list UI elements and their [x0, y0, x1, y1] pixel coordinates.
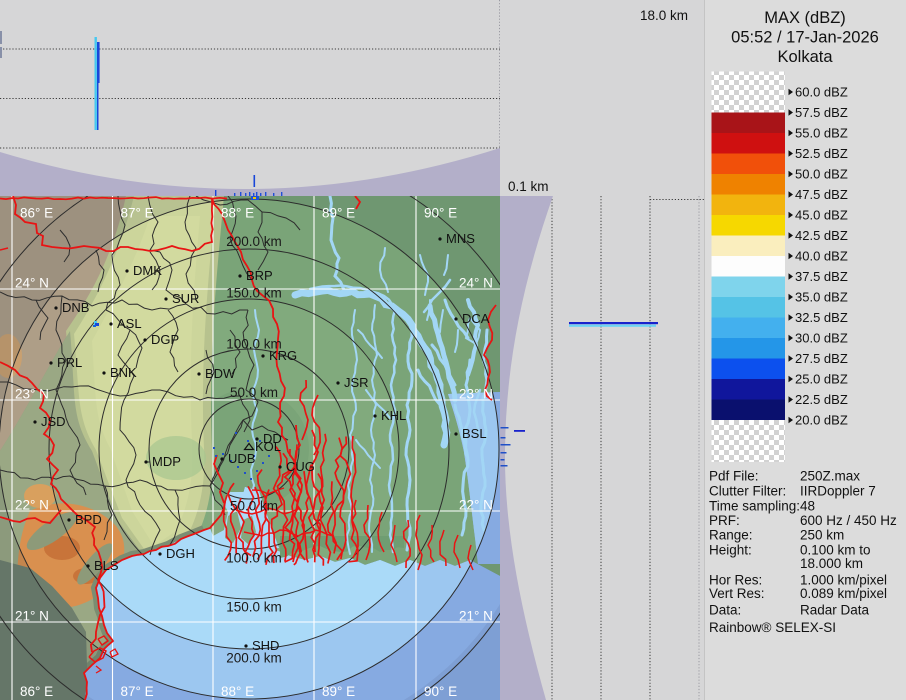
svg-text:KOL: KOL: [255, 439, 281, 454]
svg-text:27.5 dBZ: 27.5 dBZ: [795, 351, 848, 366]
svg-text:47.5 dBZ: 47.5 dBZ: [795, 187, 848, 202]
svg-text:86° E: 86° E: [20, 206, 53, 221]
svg-text:50.0 dBZ: 50.0 dBZ: [795, 167, 848, 182]
svg-text:90° E: 90° E: [424, 684, 457, 699]
svg-text:0.089 km/pixel: 0.089 km/pixel: [800, 586, 887, 601]
svg-text:Vert Res:: Vert Res:: [709, 586, 765, 601]
svg-text:Radar Data: Radar Data: [800, 603, 870, 618]
svg-text:23° N: 23° N: [15, 387, 49, 402]
svg-text:52.5 dBZ: 52.5 dBZ: [795, 146, 848, 161]
svg-text:35.0 dBZ: 35.0 dBZ: [795, 290, 848, 305]
svg-text:MDP: MDP: [152, 454, 181, 469]
svg-text:BDW: BDW: [205, 366, 236, 381]
svg-text:18.0 km: 18.0 km: [640, 8, 688, 23]
svg-text:BNK: BNK: [110, 365, 137, 380]
svg-text:JSR: JSR: [344, 375, 369, 390]
svg-text:60.0 dBZ: 60.0 dBZ: [795, 85, 848, 100]
svg-text:200.0 km: 200.0 km: [226, 234, 282, 249]
svg-text:250 km: 250 km: [800, 528, 844, 543]
svg-text:DD: DD: [263, 431, 282, 446]
svg-text:18.000 km: 18.000 km: [800, 556, 863, 571]
svg-text:JSD: JSD: [41, 414, 66, 429]
svg-text:PRL: PRL: [57, 355, 82, 370]
svg-text:250Z.max: 250Z.max: [800, 469, 860, 484]
svg-text:Pdf File:: Pdf File:: [709, 469, 759, 484]
svg-text:48: 48: [800, 499, 815, 514]
svg-text:20.0 dBZ: 20.0 dBZ: [795, 413, 848, 428]
svg-text:23° N: 23° N: [459, 387, 493, 402]
svg-text:KRG: KRG: [269, 348, 297, 363]
svg-text:600 Hz / 450 Hz: 600 Hz / 450 Hz: [800, 513, 897, 528]
svg-text:90° E: 90° E: [424, 206, 457, 221]
svg-text:21° N: 21° N: [459, 609, 493, 624]
svg-text:88° E: 88° E: [221, 684, 254, 699]
svg-text:BRP: BRP: [246, 268, 273, 283]
svg-text:55.0 dBZ: 55.0 dBZ: [795, 126, 848, 141]
svg-text:24° N: 24° N: [459, 276, 493, 291]
svg-text:Data:: Data:: [709, 603, 741, 618]
svg-text:86° E: 86° E: [20, 684, 53, 699]
svg-text:22.5 dBZ: 22.5 dBZ: [795, 392, 848, 407]
svg-text:45.0 dBZ: 45.0 dBZ: [795, 208, 848, 223]
svg-text:MNS: MNS: [446, 231, 475, 246]
svg-text:50.0 km: 50.0 km: [230, 385, 278, 400]
svg-text:MAX (dBZ): MAX (dBZ): [764, 9, 846, 27]
svg-text:DNB: DNB: [62, 300, 89, 315]
svg-text:30.0 dBZ: 30.0 dBZ: [795, 331, 848, 346]
svg-text:SHD: SHD: [252, 638, 279, 653]
svg-text:BPD: BPD: [75, 512, 102, 527]
svg-text:Rainbow® SELEX-SI: Rainbow® SELEX-SI: [709, 620, 836, 635]
svg-text:PRF:: PRF:: [709, 513, 740, 528]
svg-text:200.0 km: 200.0 km: [226, 651, 282, 666]
svg-text:24° N: 24° N: [15, 276, 49, 291]
svg-text:22° N: 22° N: [15, 498, 49, 513]
svg-text:Range:: Range:: [709, 528, 753, 543]
svg-text:KHL: KHL: [381, 408, 406, 423]
svg-text:CUG: CUG: [286, 459, 315, 474]
svg-text:1.000 km/pixel: 1.000 km/pixel: [800, 573, 887, 588]
svg-text:Height:: Height:: [709, 543, 752, 558]
svg-text:100.0 km: 100.0 km: [226, 551, 282, 566]
svg-text:UDB: UDB: [228, 451, 255, 466]
svg-text:89° E: 89° E: [322, 206, 355, 221]
svg-text:25.0 dBZ: 25.0 dBZ: [795, 372, 848, 387]
svg-text:BSL: BSL: [462, 426, 487, 441]
svg-text:05:52 / 17-Jan-2026: 05:52 / 17-Jan-2026: [731, 29, 879, 47]
svg-text:DCA: DCA: [462, 311, 490, 326]
svg-text:Time sampling:: Time sampling:: [709, 499, 800, 514]
svg-text:Hor Res:: Hor Res:: [709, 573, 762, 588]
svg-text:DGP: DGP: [151, 332, 179, 347]
svg-text:BLS: BLS: [94, 558, 119, 573]
svg-text:42.5 dBZ: 42.5 dBZ: [795, 228, 848, 243]
svg-text:22° N: 22° N: [459, 498, 493, 513]
svg-text:150.0 km: 150.0 km: [226, 600, 282, 615]
svg-text:100.0 km: 100.0 km: [226, 337, 282, 352]
svg-text:50.0 km: 50.0 km: [230, 499, 278, 514]
svg-text:57.5 dBZ: 57.5 dBZ: [795, 105, 848, 120]
svg-text:SUR: SUR: [172, 291, 199, 306]
svg-text:0.1 km: 0.1 km: [508, 179, 549, 194]
svg-text:DMK: DMK: [133, 263, 162, 278]
svg-text:Kolkata: Kolkata: [777, 48, 833, 66]
svg-text:Clutter Filter:: Clutter Filter:: [709, 484, 786, 499]
svg-text:0.100 km to: 0.100 km to: [800, 543, 871, 558]
svg-text:150.0 km: 150.0 km: [226, 286, 282, 301]
svg-text:87° E: 87° E: [121, 206, 154, 221]
svg-text:37.5 dBZ: 37.5 dBZ: [795, 269, 848, 284]
svg-text:87° E: 87° E: [121, 684, 154, 699]
svg-text:88° E: 88° E: [221, 206, 254, 221]
svg-text:21° N: 21° N: [15, 609, 49, 624]
svg-text:32.5 dBZ: 32.5 dBZ: [795, 310, 848, 325]
svg-text:89° E: 89° E: [322, 684, 355, 699]
svg-text:ASL: ASL: [117, 316, 142, 331]
svg-text:40.0 dBZ: 40.0 dBZ: [795, 249, 848, 264]
svg-text:DGH: DGH: [166, 546, 195, 561]
svg-text:IIRDoppler 7: IIRDoppler 7: [800, 484, 876, 499]
